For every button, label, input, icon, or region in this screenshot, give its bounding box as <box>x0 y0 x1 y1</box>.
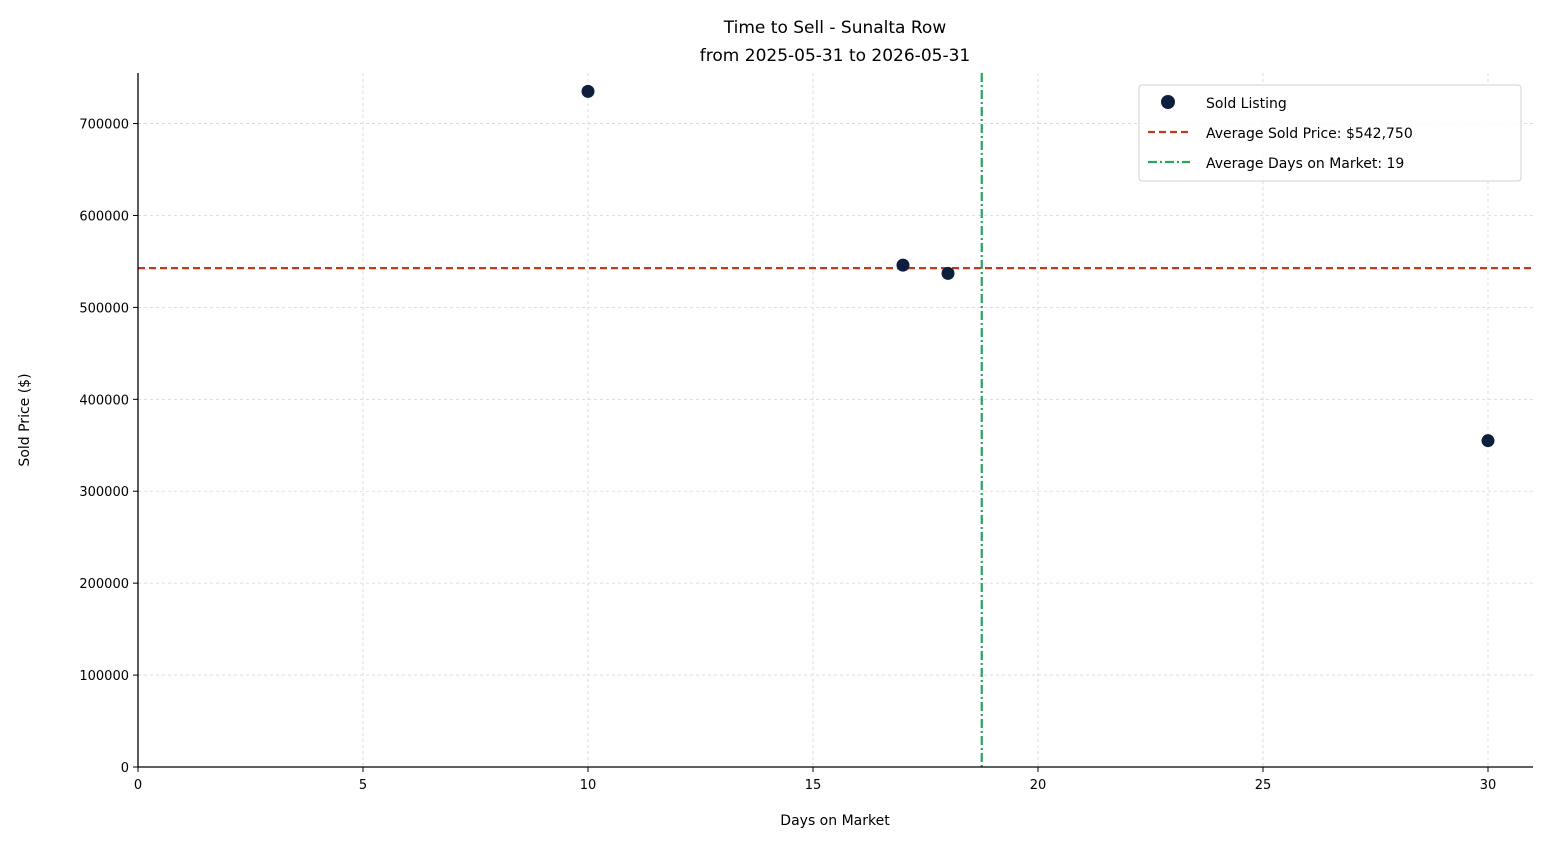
y-tick-label: 0 <box>121 761 129 776</box>
x-axis-label: Days on Market <box>780 813 890 829</box>
legend-label-sold-listing: Sold Listing <box>1206 96 1287 112</box>
y-tick-label: 700000 <box>79 118 129 133</box>
x-tick-label: 25 <box>1255 778 1272 793</box>
legend-label-average-price: Average Sold Price: $542,750 <box>1206 126 1413 142</box>
legend-label-average-days: Average Days on Market: 19 <box>1206 156 1404 172</box>
data-point <box>941 266 955 280</box>
legend: Sold Listing Average Sold Price: $542,75… <box>1138 84 1522 182</box>
y-tick-label: 400000 <box>79 393 129 408</box>
x-tick-label: 20 <box>1030 778 1047 793</box>
x-tick-label: 15 <box>805 778 822 793</box>
y-axis-ticks: 0 100000 200000 300000 400000 500000 600000 700… <box>79 118 138 776</box>
legend-marker-sold-listing <box>1161 95 1175 109</box>
grid-lines <box>138 73 1533 767</box>
data-points <box>581 84 1495 448</box>
y-tick-label: 200000 <box>79 577 129 592</box>
y-tick-label: 100000 <box>79 669 129 684</box>
y-tick-label: 600000 <box>79 209 129 224</box>
reference-lines <box>138 73 1533 767</box>
legend-box <box>1138 84 1522 182</box>
x-tick-label: 30 <box>1480 778 1497 793</box>
x-tick-label: 0 <box>134 778 142 793</box>
x-tick-label: 10 <box>580 778 597 793</box>
chart-subtitle: from 2025-05-31 to 2026-05-31 <box>700 46 970 66</box>
y-tick-label: 300000 <box>79 485 129 500</box>
data-point <box>581 84 595 98</box>
chart-title: Time to Sell - Sunalta Row <box>723 18 947 38</box>
data-point <box>896 258 910 272</box>
x-tick-label: 5 <box>359 778 367 793</box>
y-tick-label: 500000 <box>79 301 129 316</box>
x-axis-ticks: 0 5 10 15 20 25 30 <box>134 767 1496 793</box>
y-axis-label: Sold Price ($) <box>17 373 33 466</box>
data-point <box>1481 434 1495 448</box>
